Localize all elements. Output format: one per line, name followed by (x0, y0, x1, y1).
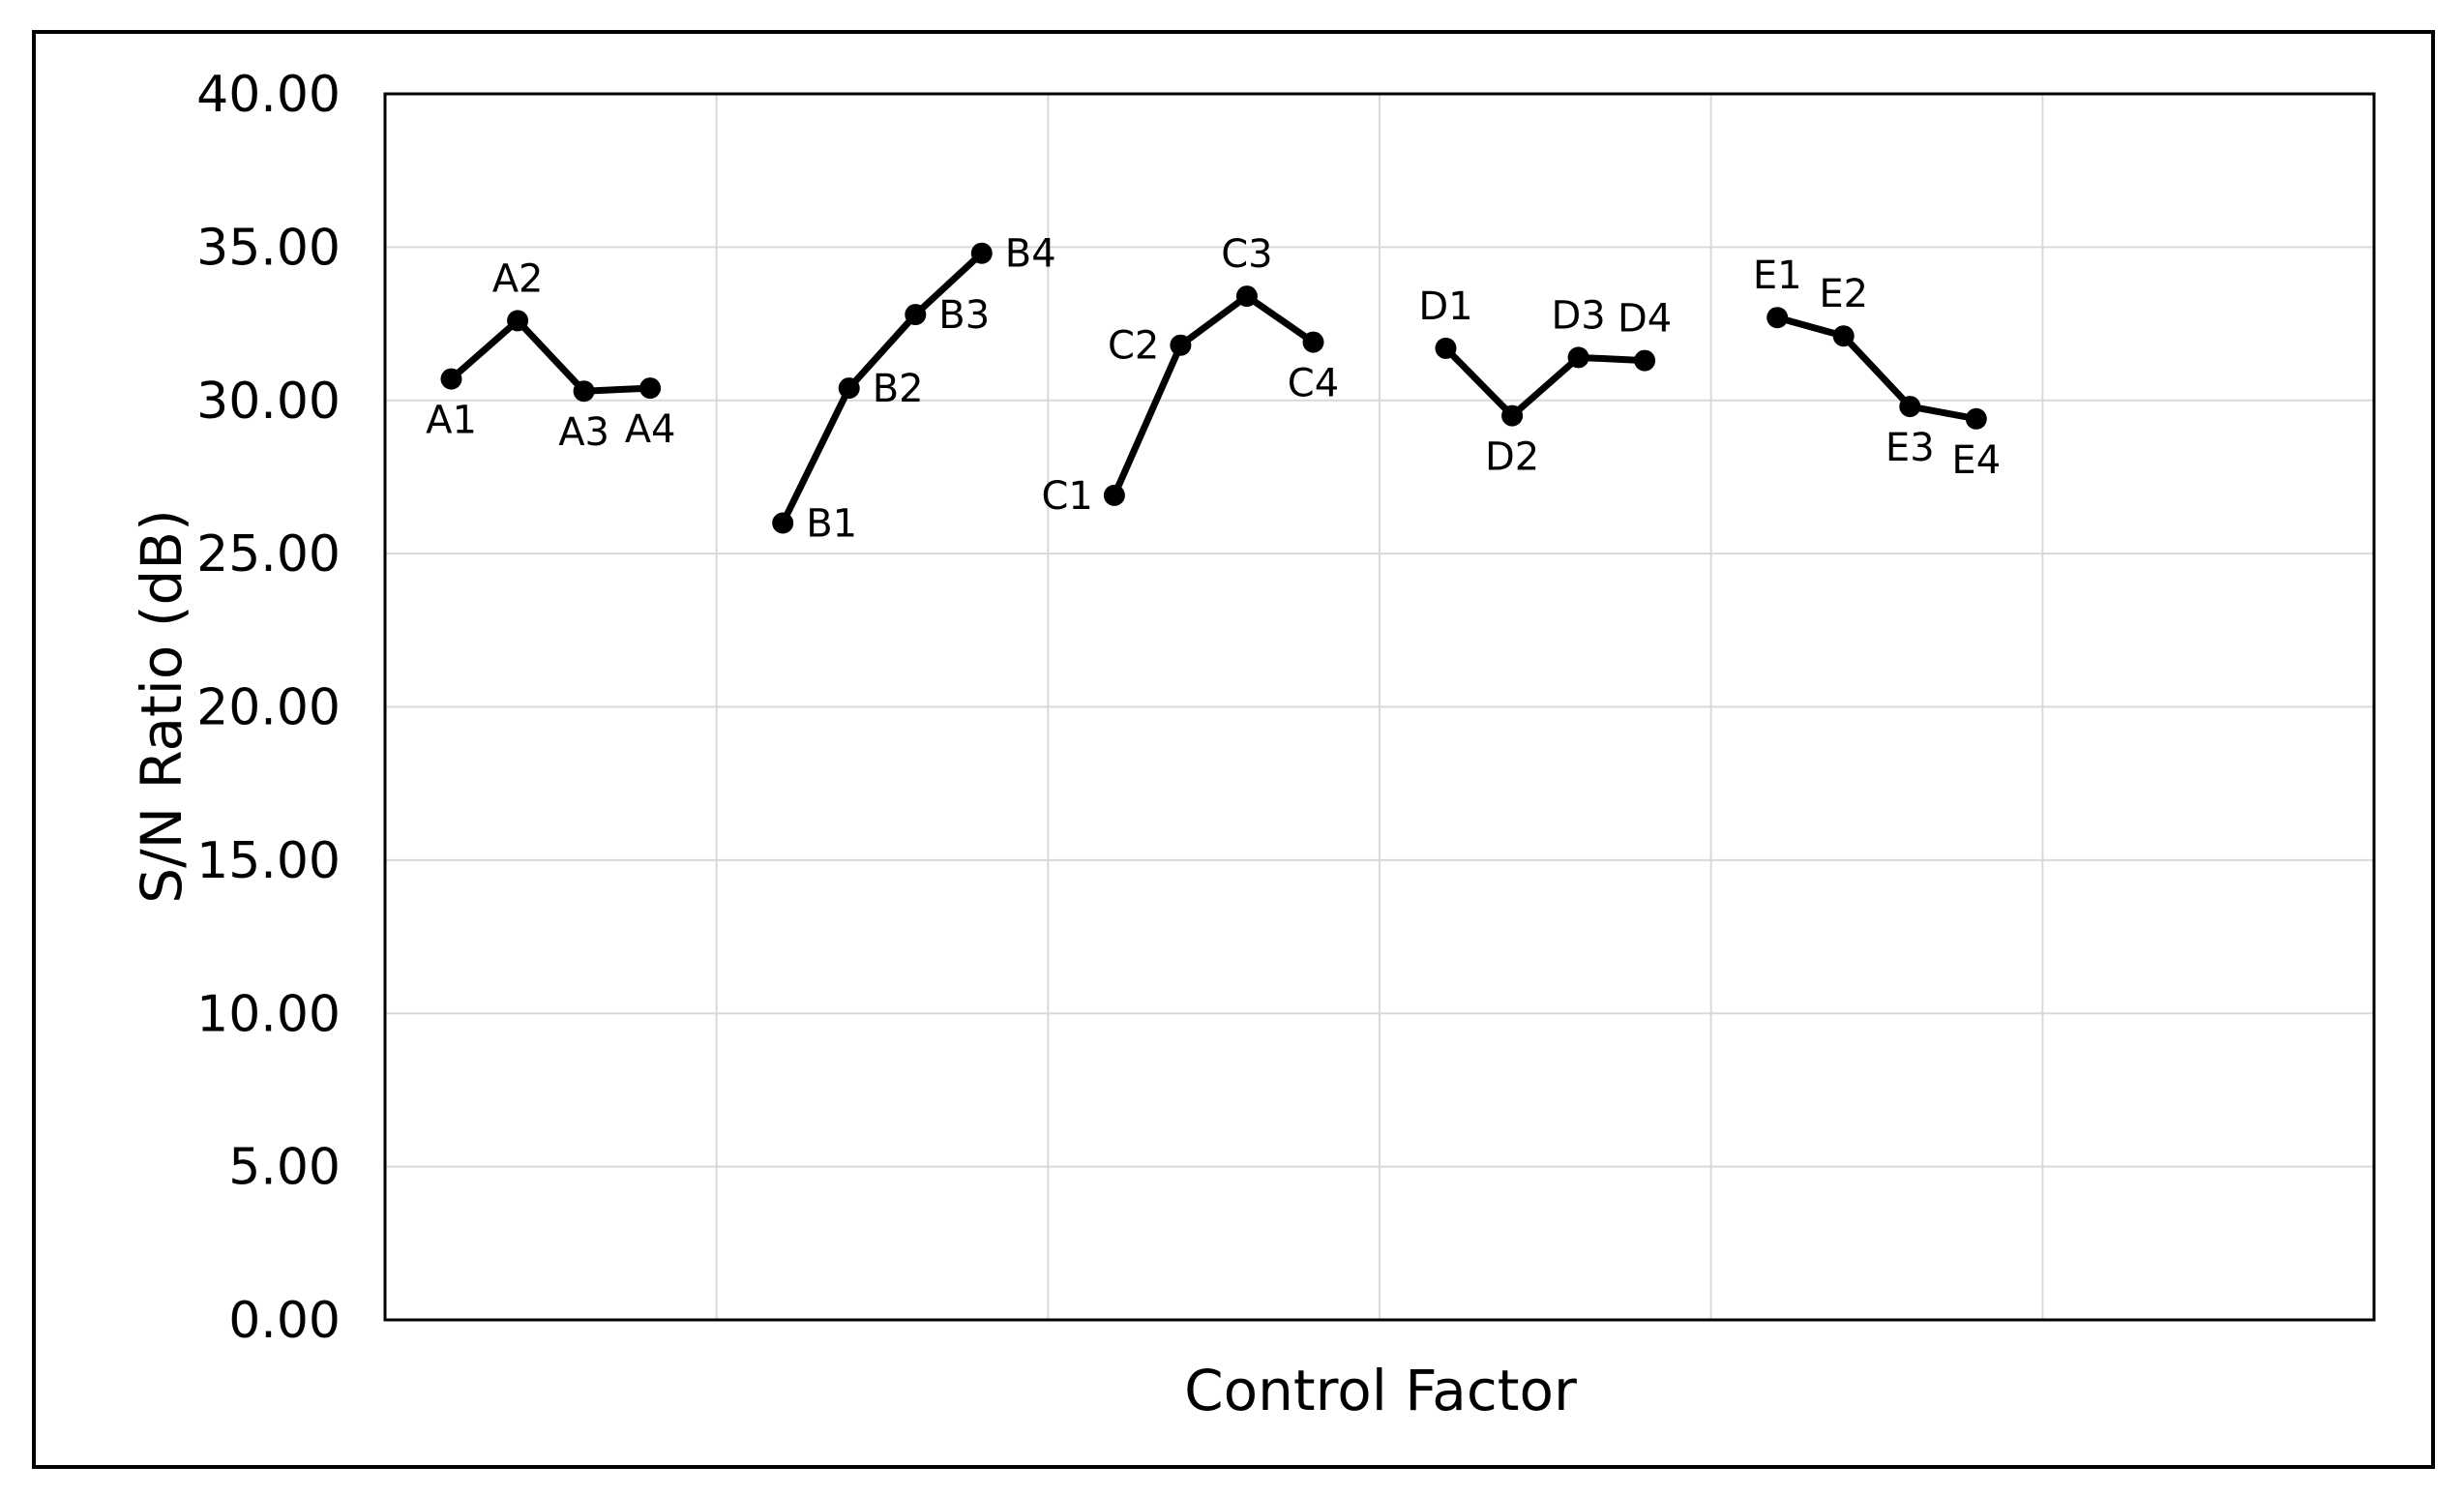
series-A-line (448, 316, 654, 395)
data-point-B1 (772, 512, 794, 534)
y-tick-label-25.00: 25.00 (196, 525, 341, 583)
data-point-E1 (1766, 307, 1789, 329)
series-D: D1 D2 D3 D4 (1418, 284, 1672, 480)
x-axis-title: Control Factor (1184, 1358, 1577, 1423)
y-tick-label-30.00: 30.00 (196, 373, 341, 431)
data-point-D1 (1435, 337, 1457, 359)
data-point-label-D4: D4 (1618, 297, 1672, 342)
data-point-label-E1: E1 (1753, 254, 1802, 298)
y-axis-tick-labels: 0.00 5.00 10.00 15.00 20.00 25.00 30.00 35.00 40… (196, 66, 341, 1350)
data-point-label-C3: C3 (1221, 232, 1272, 277)
data-point-label-B1: B1 (806, 502, 857, 547)
y-tick-label-10.00: 10.00 (196, 985, 341, 1043)
y-tick-label-40.00: 40.00 (196, 66, 341, 124)
y-tick-label-35.00: 35.00 (196, 219, 341, 277)
data-point-D4 (1634, 349, 1656, 372)
data-point-C4 (1302, 331, 1324, 353)
data-point-C3 (1235, 285, 1258, 308)
series-C: C1 C2 C3 C4 (1042, 232, 1340, 519)
series-E-line (1773, 314, 1980, 423)
series-layer: A1 A2 A3 A4 B1 B2 B3 B4 C1 C2 C3 C4 D1 D2 D3 D4 E1 E2 E3 E4 (426, 232, 2001, 547)
y-tick-label-20.00: 20.00 (196, 679, 341, 737)
data-point-label-C1: C1 (1042, 474, 1093, 519)
data-point-label-D1: D1 (1418, 284, 1472, 329)
series-C-line (1111, 292, 1317, 499)
data-point-label-E4: E4 (1951, 438, 2001, 483)
data-point-D2 (1501, 404, 1524, 427)
data-point-C2 (1170, 334, 1192, 356)
series-E: E1 E2 E3 E4 (1753, 254, 2001, 483)
data-point-label-A2: A2 (492, 256, 544, 301)
y-tick-label-0.00: 0.00 (228, 1292, 341, 1350)
data-point-A4 (639, 377, 662, 400)
data-point-label-A3: A3 (558, 410, 609, 455)
data-point-label-B2: B2 (873, 367, 924, 411)
data-point-A1 (440, 368, 462, 390)
data-point-E2 (1832, 325, 1855, 347)
gridlines (385, 94, 2374, 1320)
data-point-E4 (1965, 407, 1987, 430)
plot-area (383, 92, 2376, 1322)
data-point-label-E3: E3 (1885, 426, 1935, 470)
data-point-D3 (1567, 346, 1589, 369)
data-point-label-C2: C2 (1108, 324, 1159, 369)
figure-border (32, 30, 2435, 1469)
data-point-label-D2: D2 (1485, 435, 1539, 480)
y-tick-label-15.00: 15.00 (196, 832, 341, 890)
data-point-label-C4: C4 (1288, 362, 1339, 406)
data-point-E3 (1899, 396, 1921, 418)
data-point-B2 (838, 377, 860, 400)
data-point-label-A1: A1 (426, 399, 477, 443)
data-point-A2 (507, 310, 529, 332)
series-B-line (779, 250, 986, 526)
data-point-label-E2: E2 (1819, 272, 1868, 316)
data-point-A3 (573, 380, 595, 403)
data-point-label-B3: B3 (938, 293, 990, 338)
data-point-C1 (1103, 484, 1125, 506)
data-point-B4 (970, 242, 993, 264)
y-tick-label-5.00: 5.00 (228, 1139, 341, 1197)
data-point-label-B4: B4 (1005, 232, 1056, 277)
data-point-label-D3: D3 (1551, 293, 1605, 338)
y-axis-title: S/N Ratio (dB) (129, 509, 194, 903)
series-D-line (1442, 344, 1648, 420)
series-A: A1 A2 A3 A4 (426, 256, 675, 455)
data-point-B3 (905, 304, 927, 326)
series-B: B1 B2 B3 B4 (772, 232, 1056, 547)
data-point-label-A4: A4 (625, 407, 676, 452)
